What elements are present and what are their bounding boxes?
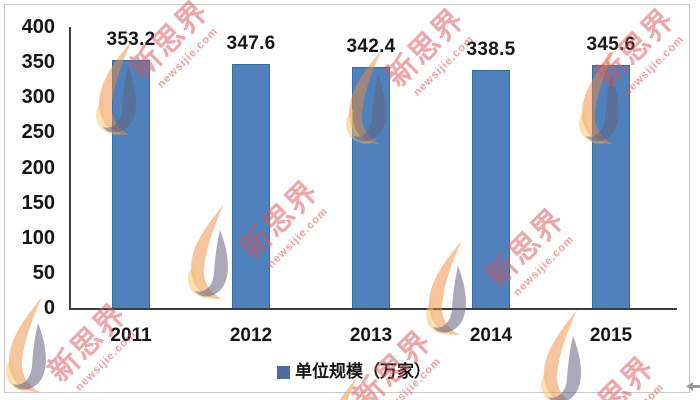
y-tick-label: 100: [21, 226, 55, 249]
y-tick-label: 300: [21, 86, 55, 109]
y-tick-label: 200: [21, 156, 55, 179]
x-axis-category-label: 2012: [229, 325, 273, 346]
legend-marker-square: [277, 365, 290, 379]
y-tick-label: 350: [21, 51, 55, 74]
bar: [112, 59, 150, 308]
x-axis-category-label: 2011: [110, 325, 152, 346]
bar-value-label: 353.2: [106, 28, 156, 50]
bar: [592, 65, 630, 308]
y-tick-label: 0: [43, 297, 55, 319]
bar-value-label: 338.5: [466, 39, 516, 61]
bar-value-label: 347.6: [226, 32, 276, 54]
x-axis-line: [69, 308, 677, 310]
bar-value-label: 345.6: [586, 34, 636, 56]
bar: [232, 63, 270, 308]
y-tick-label: 400: [21, 16, 55, 38]
y-tick-label: 150: [21, 191, 55, 214]
chart-frame: 400 350 300 250 200 150 100 50 0 353.2 2011 347.6 2…: [4, 4, 690, 393]
x-axis-category-label: 2014: [469, 325, 513, 346]
bar: [472, 70, 510, 308]
bar: [352, 67, 390, 308]
x-axis-category-label: 2013: [349, 325, 393, 346]
left-arrow-icon: [686, 382, 700, 391]
y-axis-line: [69, 27, 71, 308]
legend: 单位规模（万家）: [277, 362, 431, 382]
y-tick-label: 50: [32, 261, 55, 284]
legend-label: 单位规模（万家）: [295, 362, 431, 381]
y-tick-label: 250: [21, 121, 55, 144]
x-axis-category-label: 2015: [589, 325, 633, 346]
bar-value-label: 342.4: [346, 36, 396, 58]
